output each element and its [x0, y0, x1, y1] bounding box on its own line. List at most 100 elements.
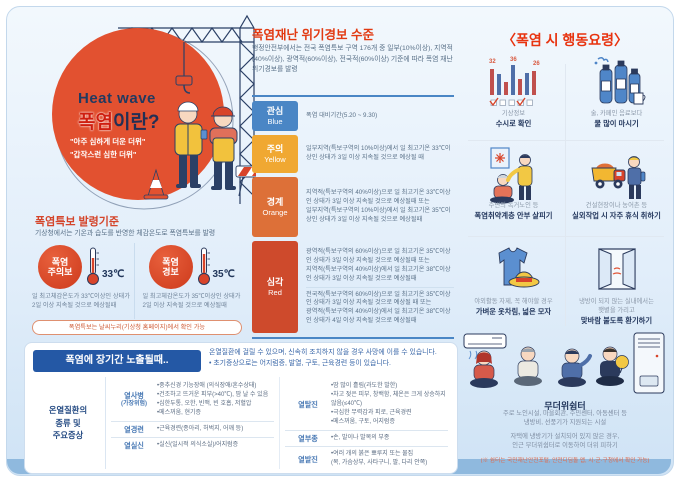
level-desc: 지역적(특보구역의 40%이상)으로 일 최고기온 33℃이상인 상태가 3일 …: [298, 177, 454, 237]
illness-name: 열발진: [285, 450, 331, 468]
warning-badge-group: 폭염 경보 35℃ 일 최고체감온도가 35℃이상인 상태가 2일 이상 지속될…: [135, 243, 245, 319]
crisis-level-description: 행정안전부에서는 전국 폭염특보 구역 176개 중 일부(10%이상), 지역…: [252, 45, 453, 74]
warning-temp: 35℃: [212, 269, 235, 280]
heat-illness-panel: 폭염에 장기간 노출될때.. 온열질환에 걸릴 수 있으며, 신속히 조치하지 …: [24, 342, 458, 474]
divider: [252, 95, 454, 97]
seated-person-with-fan: [596, 346, 629, 386]
level-row-blue: 관심 Blue 폭염 대비기간(5.20 ~ 9.30): [252, 101, 454, 131]
standing-air-conditioner-icon: [633, 332, 665, 394]
tip-caption-sub: 술, 카페인 음료보다: [590, 110, 643, 117]
divider: [468, 140, 664, 141]
level-name-en: Yellow: [264, 154, 286, 164]
level-desc-line: 지역적(특보구역의 40%이상)에서 일 최고기온 38℃이상인 상태가 3일 …: [306, 265, 451, 282]
illness-symptoms: •중추신경 기능장애 (의식장애/혼수상태) •건조하고 뜨거운 피부(>40℃…: [157, 382, 274, 418]
illness-symptoms: •여러 개의 붉은 뾰루지 또는 물집 (목, 가슴상부, 사타구니, 팔, 다…: [331, 450, 448, 468]
criteria-description: 기상청에서는 기온과 습도를 반영한 체감온도로 폭염특보를 발령: [35, 230, 216, 237]
seated-people-group: [470, 346, 629, 388]
divider: [468, 236, 664, 237]
level-name: 경계: [266, 197, 284, 208]
safety-barrier-icon: [235, 165, 256, 197]
advisory-badge: 폭염 주의보: [38, 245, 82, 289]
divider: [306, 286, 454, 288]
svg-text:32: 32: [489, 59, 496, 65]
thermometer-icon: [197, 247, 210, 285]
tip-light-clothing: 야외활동 자제, 꼭 해야할 경우 가벼운 옷차림, 넓은 모자: [462, 242, 565, 317]
shelter-desc-3: 자택에 냉방기가 설치되어 있지 않은 경우,: [510, 433, 620, 440]
table-row: 열실신 •실신(일시적 의식소실)/어지럼증: [111, 437, 274, 453]
divider: [252, 337, 454, 339]
dump-truck-worker-icon: [565, 146, 668, 202]
symptom-line: •중추신경 기능장애 (의식장애/혼수상태): [157, 383, 257, 389]
level-desc: 일부지역(특보구역의 10%이상)에서 일 최고기온 33℃이상인 상태가 3일…: [298, 135, 454, 173]
level-desc-line: 일부지역(특보구역의 10%이상)에서 일 최고기온 33℃이상인 상태가 3일…: [306, 145, 451, 161]
illness-symptoms: •근육경련(종아리, 허벅지, 어깨 등): [157, 425, 274, 434]
construction-crane-illustration: [52, 14, 256, 210]
heatwave-quote-1: "아주 심하게 더운 더위": [70, 137, 146, 146]
level-row-orange: 경계 Orange 지역적(특보구역의 40%이상)으로 일 최고기온 33℃이…: [252, 177, 454, 237]
level-name-en: Orange: [262, 207, 288, 217]
advisory-badge-line1: 폭염: [51, 256, 69, 267]
side-header-line: 주요증상: [52, 430, 84, 441]
symptom-line: •손, 발이나 발목의 부종: [331, 435, 390, 441]
level-row-red: 심각 Red 광역적(특보구역의 60%이상)으로 일 최고기온 35℃이상인 …: [252, 241, 454, 333]
table-row: 열탈진 •땀 많이 흘림(과도한 발한) •차고 젖은 피부, 창백함, 체온은…: [285, 379, 448, 430]
symptom-line: •여러 개의 붉은 뾰루지 또는 물집: [331, 451, 414, 458]
level-desc-line: 광역적(특보구역의 40%이상)에서 일 최고기온 38℃이상인 상태가 4일 …: [306, 308, 451, 324]
worker-apron-figure: [209, 106, 238, 190]
illness-symptoms: •실신(일시적 의식소실)/어지럼증: [157, 441, 274, 450]
thermometer-icon: [87, 247, 99, 285]
level-name: 주의: [266, 144, 284, 155]
tip-caption-main: 폭염취약계층 안부 살피기: [474, 210, 553, 220]
level-desc-line: 지역적(특보구역의 40%이상)으로 일 최고기온 33℃이상인 상태가 3일 …: [306, 189, 451, 206]
symptom-line: •메스꺼움, 현기증: [157, 410, 202, 416]
warning-badge-line1: 폭염: [162, 256, 179, 267]
traffic-cone-icon: [143, 168, 169, 200]
tip-check-vulnerable: 주변의 독거노인 등 폭염취약계층 안부 살피기: [462, 146, 565, 221]
illness-name-main: 열사병: [124, 391, 144, 401]
shelter-desc-1: 주로 노인시설, 마을회관, 주민센터, 아동센터 등: [502, 410, 628, 417]
tip-ventilation: 냉방이 되지 않는 실내에서는 햇볕을 가리고 맞바람 불도록 환기하기: [565, 242, 668, 326]
tip-caption-main: 수시로 확인: [495, 118, 532, 128]
symptom-line: •땀 많이 흘림(과도한 발한): [331, 383, 398, 389]
heat-illness-title: 폭염에 장기간 노출될때..: [33, 350, 201, 372]
open-window-icon: [565, 242, 668, 298]
illness-name: 열사병 (가장위험): [111, 382, 157, 418]
warning-badge-line2: 경보: [162, 267, 179, 277]
level-name: 관심: [266, 106, 284, 117]
seated-person: [470, 350, 498, 388]
shelter-footnote: (※ 쉼터는 국민재난안전포털, 안전디딤돌 앱, 시·군·구청에서 확인 가능…: [480, 458, 650, 464]
tip-drink-water: 술, 카페인 음료보다 물 많이 마시기: [565, 54, 668, 129]
warning-badge: 폭염 경보: [148, 245, 193, 289]
warning-description: 일 최고체감온도가 35℃이상인 상태가 2일 이상 지속될 것으로 예상될때: [142, 293, 241, 309]
weather-chart-icon: 32 36 26: [462, 54, 565, 110]
water-bottles-icon: [565, 54, 668, 110]
level-badge-red: 심각 Red: [252, 241, 298, 333]
level-name-en: Blue: [267, 116, 283, 126]
heatwave-title-kr-rest: 이란?: [112, 112, 160, 133]
symptom-line: •극심한 무력감과 피로, 근육경련: [331, 410, 412, 416]
elderly-care-icon: [462, 146, 565, 204]
illness-name-main: 열경련: [124, 425, 144, 434]
level-badge-yellow: 주의 Yellow: [252, 135, 298, 173]
side-header-line: 종류 및: [55, 417, 81, 428]
illness-name: 열경련: [111, 425, 157, 434]
tip-caption-main: 물 많이 마시기: [594, 118, 639, 128]
level-desc: 폭염 대비기간(5.20 ~ 9.30): [298, 101, 454, 131]
illness-name: 열실신: [111, 441, 157, 450]
table-row: 열사병 (가장위험) •중추신경 기능장애 (의식장애/혼수상태) •건조하고 …: [111, 379, 274, 421]
tip-check-weather: 32 36 26 기상정보 수시로 확인: [462, 54, 565, 129]
level-badge-blue: 관심 Blue: [252, 101, 298, 131]
tip-caption-sub: 기상정보: [501, 110, 526, 117]
heatwave-title-kr-accent: 폭염: [78, 112, 113, 133]
heatwave-title-kr: 폭염이란?: [78, 107, 160, 134]
heat-illness-table: 온열질환의 종류 및 주요증상 열사병 (가장위험) •중추신경 기능장애 (의…: [31, 377, 453, 469]
table-row: 열부종 •손, 발이나 발목의 부종: [285, 430, 448, 446]
tip-caption-sub: 냉방이 되지 않는 실내에서는: [579, 298, 654, 305]
symptom-line: (목, 가슴상부, 사타구니, 팔, 다리 안쪽): [331, 460, 428, 467]
tip-caption-sub: 야외활동 자제, 꼭 해야할 경우: [474, 298, 553, 305]
table-side-header: 온열질환의 종류 및 주요증상: [31, 377, 106, 469]
advisory-badge-group: 폭염 주의보 33℃ 일 최고체감온도가 33℃이상인 상태가 2일 이상 지속…: [28, 243, 135, 319]
level-desc-line: 광역적(특보구역의 60%이상)으로 일 최고기온 35℃이상인 상태가 3일 …: [306, 248, 451, 265]
level-name-en: Red: [268, 287, 282, 297]
